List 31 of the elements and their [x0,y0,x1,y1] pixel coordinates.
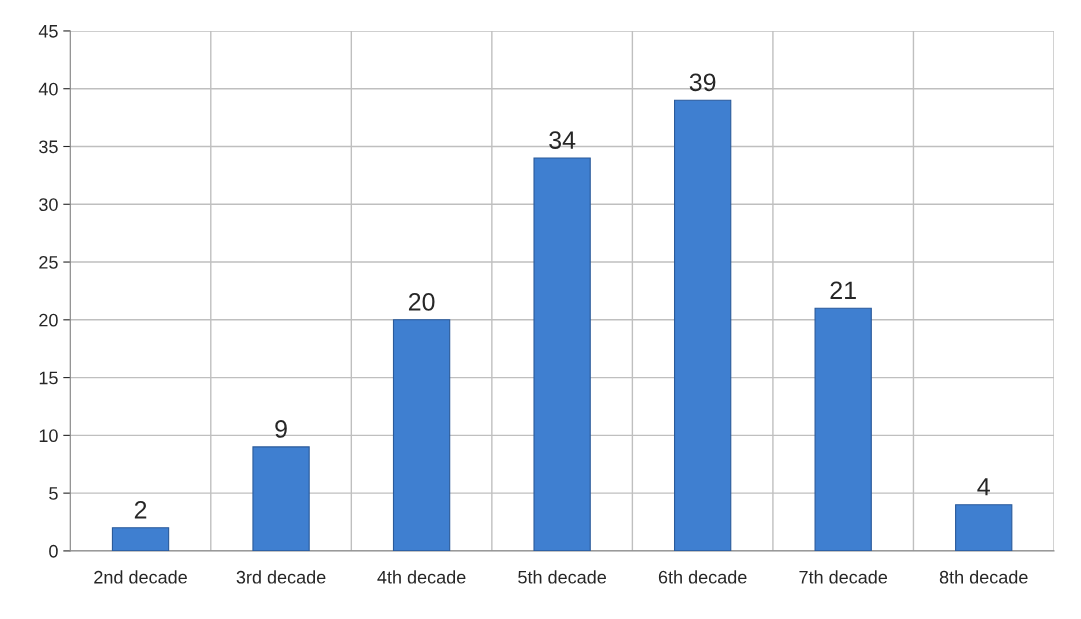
data-label: 39 [689,73,716,92]
bar [673,99,732,551]
bar [392,319,451,551]
x-tick-label: 2nd decade [94,570,187,584]
x-tick-label: 7th decade [799,570,888,584]
y-tick-label: 30 [39,198,58,211]
bar [252,446,310,551]
y-tick-label: 35 [39,140,58,154]
y-tick-label: 25 [39,255,58,269]
y-tick-label: 15 [39,371,58,385]
data-label: 9 [275,420,287,438]
x-tick-label: 6th decade [658,570,747,584]
bar [111,527,170,551]
bar [533,157,591,551]
x-tick-label: 5th decade [518,570,606,584]
bar [814,307,872,551]
data-label: 34 [549,131,576,149]
data-label: 21 [830,281,856,299]
data-label: 20 [408,293,435,311]
y-tick-label: 0 [49,544,58,558]
y-tick-label: 40 [38,82,58,96]
data-label: 4 [977,478,990,496]
y-tick-label: 5 [49,487,58,500]
x-tick-label: 4th decade [377,570,466,584]
bar [955,504,1013,551]
y-tick-label: 20 [39,313,58,327]
y-tick-label: 45 [38,25,58,38]
x-tick-label: 8th decade [939,570,1028,584]
y-tick-label: 10 [39,429,58,443]
x-tick-label: 3rd decade [236,570,326,584]
data-label: 2 [134,500,147,519]
